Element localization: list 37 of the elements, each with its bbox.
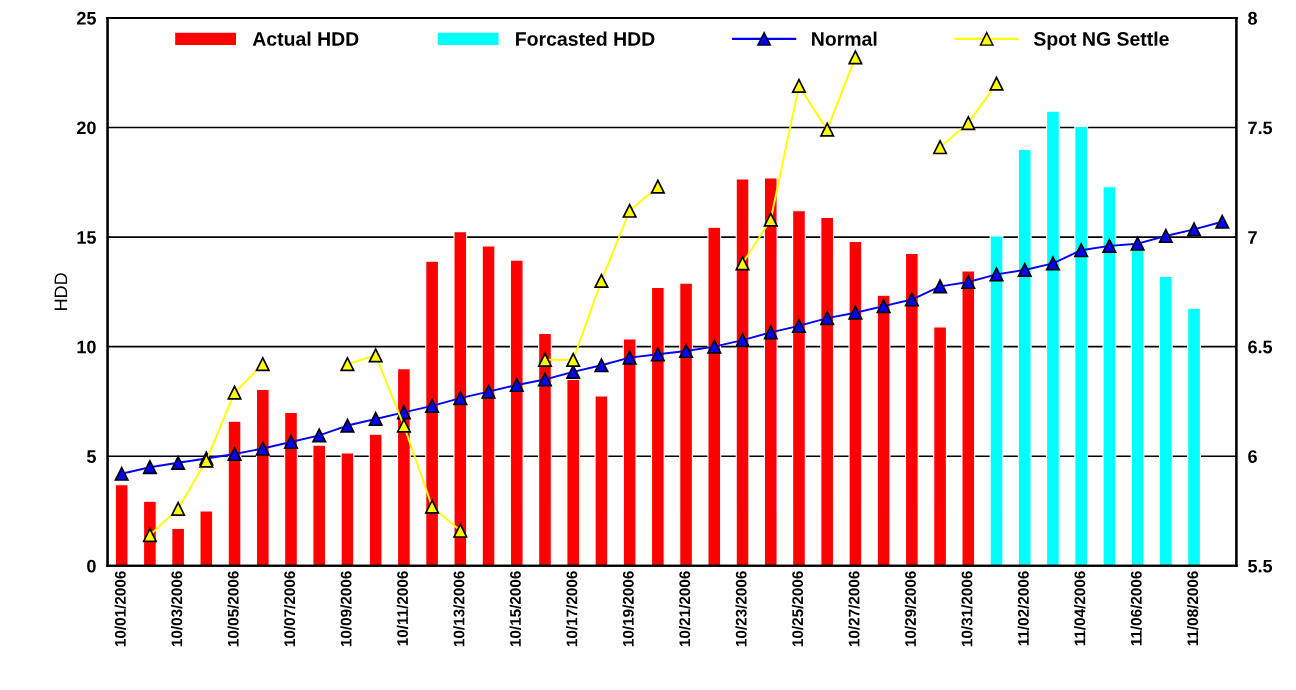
y2-tick-label: 6 (1248, 450, 1257, 463)
x-tick-label: 10/15/2006 (509, 571, 522, 647)
x-tick-label: 10/03/2006 (171, 571, 183, 647)
y2-tick-label: 6.5 (1248, 340, 1273, 354)
x-tick-label: 10/27/2006 (848, 571, 860, 647)
y-tick-label: 15 (77, 231, 96, 244)
y2-tick-label: 8 (1248, 11, 1257, 25)
legend-label: Spot NG Settle (1033, 31, 1169, 50)
y-axis-title: HDD (54, 273, 68, 310)
legend-label: Normal (812, 31, 877, 46)
y-tick-label: 20 (77, 121, 96, 135)
x-tick-label: 11/08/2006 (1186, 571, 1199, 646)
x-tick-label: 10/09/2006 (340, 571, 352, 647)
x-tick-label: 10/25/2006 (791, 571, 804, 647)
y2-tick-label: 7 (1248, 231, 1257, 244)
y-tick-label: 0 (87, 559, 96, 573)
x-tick-label: 10/01/2006 (114, 571, 126, 647)
x-tick-label: 11/02/2006 (1017, 571, 1029, 646)
y2-tick-label: 7.5 (1248, 121, 1273, 135)
x-tick-label: 10/17/2006 (566, 571, 578, 647)
y-tick-label: 5 (86, 450, 96, 463)
x-tick-label: 10/23/2006 (735, 571, 747, 647)
x-tick-label: 11/06/2006 (1130, 571, 1142, 646)
x-tick-label: 10/29/2006 (904, 571, 917, 647)
x-tick-label: 10/31/2006 (961, 571, 973, 647)
x-tick-label: 10/19/2006 (622, 571, 634, 647)
legend-label: Actual HDD (252, 31, 359, 46)
x-tick-label: 11/04/2006 (1074, 571, 1086, 646)
y2-tick-label: 5.5 (1248, 559, 1273, 573)
x-tick-label: 10/11/2006 (396, 571, 409, 646)
legend-label: Forcasted HDD (516, 31, 655, 46)
y-tick-label: 10 (77, 340, 96, 354)
x-tick-label: 10/13/2006 (453, 571, 465, 647)
x-tick-label: 10/07/2006 (283, 571, 296, 647)
x-tick-label: 10/05/2006 (227, 571, 239, 647)
y-tick-label: 25 (77, 11, 96, 25)
x-tick-label: 10/21/2006 (678, 571, 691, 647)
